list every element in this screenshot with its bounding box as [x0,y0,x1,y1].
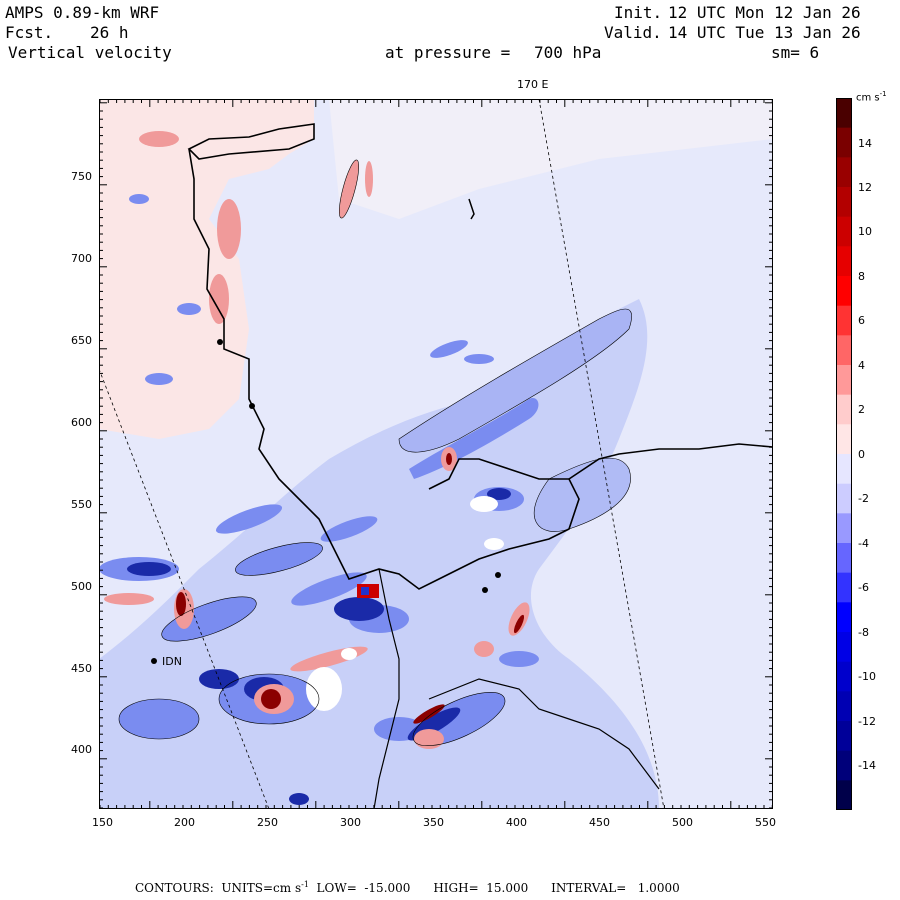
cbar-label-10: 10 [858,225,872,238]
variable-name: Vertical velocity [8,43,172,62]
cbar-label-neg10: -10 [858,670,876,683]
meridian-170E [538,99,665,809]
colorbar-swatch [836,661,852,692]
cbar-label-14: 14 [858,137,872,150]
cbar-label-4: 4 [858,359,865,372]
colorbar-swatch [836,513,852,544]
y-tick-400: 400 [71,743,92,756]
y-tick-600: 600 [71,416,92,429]
colorbar-swatch [836,216,852,247]
contour-units: CONTOURS: UNITS=cm s [135,881,302,895]
strong-positive-cores [176,453,525,724]
colorbar-swatch [836,691,852,722]
axis-ticks [99,99,773,809]
colorbar-units: cm s-1 [856,90,887,104]
colorbar-swatch [836,394,852,425]
smoothing-label: sm= 6 [771,43,820,62]
colorbar-swatch [836,543,852,574]
cbar-label-neg4: -4 [858,537,869,550]
cbar-label-12: 12 [858,181,872,194]
cbar-label-0: 0 [858,448,865,461]
colorbar-swatch [836,246,852,277]
cbar-label-6: 6 [858,314,865,327]
x-tick-450: 450 [589,816,610,829]
init-time: 12 UTC Mon 12 Jan 26 [668,3,861,22]
colorbar-swatch [836,602,852,633]
y-tick-750: 750 [71,170,92,183]
cbar-label-2: 2 [858,403,865,416]
cbar-label-neg14: -14 [858,759,876,772]
negative-streak [399,309,632,453]
background-northeast [329,99,773,219]
positive-zone-northwest [99,99,314,439]
colorbar-swatches [836,98,852,810]
colorbar-swatch [836,780,852,810]
pressure-label: at pressure = [385,43,511,62]
colorbar-swatch [836,98,852,129]
cbar-label-neg6: -6 [858,581,869,594]
x-tick-550: 550 [755,816,776,829]
contour-info: CONTOURS: UNITS=cm s-1 LOW= -15.000 HIGH… [135,880,680,895]
colorbar-swatch [836,483,852,514]
masked-terrain [306,496,504,711]
cbar-label-neg2: -2 [858,492,869,505]
colorbar-swatch [836,632,852,663]
x-tick-250: 250 [257,816,278,829]
cbar-label-neg12: -12 [858,715,876,728]
contour-high: HIGH= 15.000 [433,881,529,895]
contour-lines [118,159,632,746]
valid-time: 14 UTC Tue 13 Jan 26 [668,23,861,42]
x-tick-350: 350 [423,816,444,829]
colorbar [836,98,852,810]
colorbar-swatch [836,572,852,603]
colorbar-swatch [836,276,852,307]
y-tick-500: 500 [71,580,92,593]
colorbar-swatch [836,454,852,485]
ridge-line [373,568,400,809]
colorbar-swatch [836,127,852,158]
y-tick-650: 650 [71,334,92,347]
station-label-idn: IDN [162,655,182,668]
x-tick-500: 500 [672,816,693,829]
colorbar-frame [836,98,852,810]
y-tick-700: 700 [71,252,92,265]
colorbar-swatch [836,424,852,455]
valid-label: Valid. [604,23,662,42]
x-tick-200: 200 [174,816,195,829]
island-north [468,198,475,220]
colorbar-swatch [836,721,852,752]
contour-low: LOW= -15.000 [316,881,411,895]
cbar-label-neg8: -8 [858,626,869,639]
y-tick-450: 450 [71,662,92,675]
x-tick-300: 300 [340,816,361,829]
meridian-label: 170 E [517,78,549,91]
colorbar-swatch [836,305,852,336]
grid-artifact-blue [361,587,369,595]
forecast-hour: 26 h [90,23,129,42]
init-label: Init. [614,3,663,22]
coast-south [428,678,660,790]
negative-lobe-east [534,458,631,532]
forecast-label: Fcst. [5,23,54,42]
colorbar-swatch [836,365,852,396]
pressure-value: 700 hPa [534,43,602,62]
colorbar-swatch [836,750,852,781]
vertical-velocity-map: IDN [99,99,773,809]
model-title: AMPS 0.89-km WRF [5,3,160,22]
colorbar-swatch [836,157,852,188]
station-markers [151,339,501,664]
contour-interval: INTERVAL= 1.0000 [551,881,680,895]
plot-frame [99,99,773,809]
colorbar-swatch [836,335,852,366]
x-tick-400: 400 [506,816,527,829]
x-tick-150: 150 [92,816,113,829]
meridian-west [99,368,270,809]
colorbar-swatch [836,187,852,218]
y-tick-550: 550 [71,498,92,511]
cbar-label-8: 8 [858,270,865,283]
